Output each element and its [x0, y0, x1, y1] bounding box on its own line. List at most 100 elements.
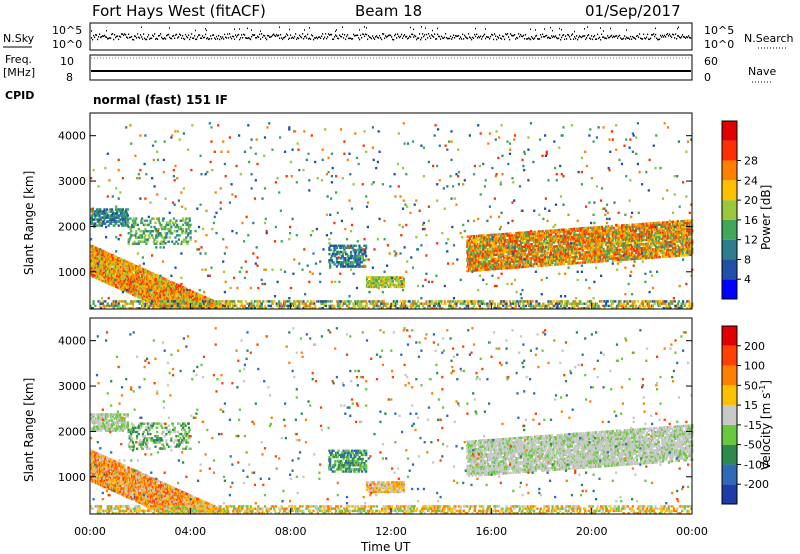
noise-point: [106, 36, 108, 39]
noise-point: [576, 35, 578, 37]
echo-cell: [489, 243, 492, 247]
echo-cell: [129, 236, 132, 239]
noise-point: [175, 34, 177, 36]
echo-cell: [499, 243, 502, 246]
echo-cell: [177, 242, 180, 245]
echo-cell: [503, 240, 507, 244]
noise-point: [289, 37, 291, 39]
noise-point: [354, 35, 356, 37]
echo-cell: [165, 278, 168, 281]
echo-cell: [184, 232, 187, 235]
echo-cell: [507, 256, 510, 260]
noise-point: [460, 36, 462, 38]
echo-cell: [168, 282, 171, 285]
echo-cell: [489, 245, 492, 249]
echo-cell: [476, 238, 479, 242]
echo-cell: [493, 243, 496, 247]
noise-point: [408, 37, 410, 39]
noise-point: [617, 37, 619, 39]
noise-point: [541, 36, 543, 38]
noise-point: [493, 38, 495, 41]
echo-cell: [140, 230, 143, 233]
noise-point: [505, 33, 507, 35]
echo-cell: [187, 234, 190, 237]
echo-cell: [129, 292, 132, 295]
noise-point: [458, 34, 460, 37]
noise-point: [566, 38, 568, 40]
noise-point: [599, 36, 601, 39]
echo-cell: [163, 236, 166, 239]
noise-point: [413, 36, 415, 38]
echo-cell: [161, 242, 165, 245]
echo-cell: [509, 232, 512, 235]
echo-cell: [526, 245, 529, 248]
noise-point: [361, 37, 363, 39]
echo-cell: [149, 273, 152, 276]
echo-cell: [487, 234, 490, 237]
echo-cell: [508, 250, 511, 253]
noise-point: [261, 33, 263, 35]
noise-point: [619, 34, 621, 37]
noise-spike: [247, 27, 248, 30]
echo-cell: [99, 216, 102, 219]
noise-spike: [677, 27, 678, 30]
echo-cell: [155, 227, 158, 231]
echo-cell: [135, 242, 138, 245]
echo-cell: [130, 266, 133, 270]
noise-point: [279, 37, 281, 40]
echo-cell: [141, 221, 144, 224]
noise-point: [287, 34, 289, 36]
echo-cell: [197, 293, 200, 296]
noise-point: [256, 37, 258, 39]
noise-point: [213, 34, 215, 36]
echo-cell: [472, 251, 476, 254]
echo-cell: [169, 219, 172, 222]
noise-point: [367, 38, 369, 41]
echo-cell: [192, 306, 195, 310]
echo-cell: [494, 243, 497, 246]
echo-cell: [517, 235, 520, 239]
echo-cell: [492, 257, 495, 261]
echo-cell: [484, 256, 487, 259]
echo-cell: [474, 267, 477, 270]
echo-cell: [186, 294, 189, 297]
echo-cell: [141, 281, 144, 284]
echo-cell: [118, 210, 121, 213]
noise-point: [396, 37, 398, 39]
noise-point: [351, 38, 353, 40]
echo-cell: [110, 216, 114, 219]
echo-cell: [171, 221, 175, 224]
echo-cell: [467, 249, 471, 252]
noise-point: [607, 35, 609, 37]
echo-cell: [496, 261, 499, 264]
echo-cell: [126, 260, 129, 264]
noise-point: [558, 37, 560, 39]
noise-point: [171, 37, 173, 40]
noise-point: [244, 34, 246, 36]
echo-cell: [189, 230, 192, 233]
noise-point: [630, 35, 632, 38]
noise-point: [133, 39, 135, 41]
noise-point: [190, 36, 192, 39]
noise-point: [125, 34, 127, 36]
echo-cell: [477, 256, 480, 260]
echo-cell: [103, 208, 106, 211]
echo-cell: [469, 259, 472, 262]
echo-cell: [145, 230, 148, 233]
noise-point: [237, 34, 239, 37]
noise-point: [373, 37, 375, 39]
echo-cell: [466, 265, 469, 269]
noise-point: [449, 37, 451, 40]
echo-cell: [158, 234, 161, 237]
echo-cell: [495, 239, 498, 242]
noise-point: [130, 36, 132, 39]
echo-cell: [158, 291, 161, 294]
echo-cell: [183, 292, 186, 296]
echo-cell: [475, 242, 478, 246]
echo-cell: [154, 221, 157, 224]
echo-cell: [504, 234, 507, 238]
noise-point: [250, 38, 252, 41]
echo-cell: [113, 263, 116, 266]
echo-cell: [143, 240, 146, 243]
echo-cell: [105, 208, 109, 211]
